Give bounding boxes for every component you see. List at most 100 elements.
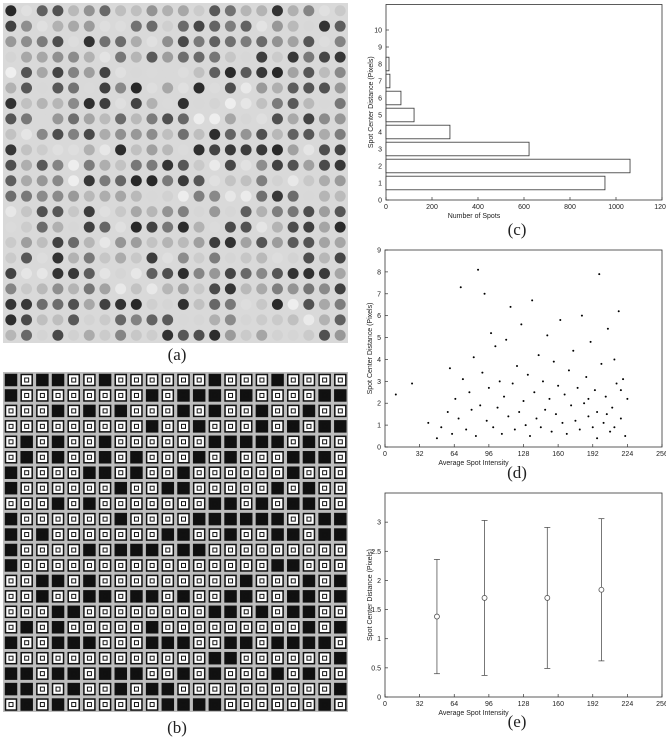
spot — [209, 253, 220, 264]
point — [572, 350, 574, 352]
y-tick-label: 0 — [378, 198, 382, 205]
point — [590, 341, 592, 343]
spot — [68, 98, 79, 109]
spot-box — [319, 545, 330, 556]
point — [585, 376, 587, 378]
point — [411, 383, 413, 385]
spot-box — [147, 575, 158, 586]
spot — [225, 330, 236, 341]
spot — [209, 314, 220, 325]
spot — [68, 160, 79, 171]
spot-box — [100, 637, 111, 648]
spot-box — [335, 668, 346, 679]
spot — [241, 268, 252, 279]
spot — [225, 175, 236, 186]
spot — [319, 299, 330, 310]
spot-box — [100, 575, 111, 586]
spot-box — [162, 699, 173, 710]
spot-box — [272, 467, 283, 478]
spot-box — [162, 545, 173, 556]
spot — [84, 67, 95, 78]
spot — [335, 283, 346, 294]
spot — [99, 206, 110, 217]
spot — [162, 222, 173, 233]
spot — [288, 129, 299, 140]
spot-box — [84, 514, 95, 525]
point — [564, 393, 566, 395]
spot-box — [256, 436, 267, 447]
spot — [68, 52, 79, 63]
spot — [209, 5, 220, 16]
spot — [99, 21, 110, 32]
spot — [115, 283, 126, 294]
spot-box — [241, 622, 252, 633]
spot — [162, 5, 173, 16]
spot — [99, 237, 110, 248]
spot — [335, 237, 346, 248]
y-tick-label: 8 — [377, 269, 381, 276]
spot — [319, 144, 330, 155]
spot — [162, 52, 173, 63]
spot-box — [6, 637, 17, 648]
spot — [319, 160, 330, 171]
spot-box — [115, 514, 126, 525]
x-tick-label: 96 — [485, 701, 493, 708]
spot-box — [6, 545, 17, 556]
spot — [21, 237, 32, 248]
spot — [256, 36, 267, 47]
spot-box — [256, 684, 267, 695]
spot — [162, 330, 173, 341]
spot-box — [37, 452, 48, 463]
spot-box — [100, 668, 111, 679]
spot — [178, 83, 189, 94]
spot — [178, 237, 189, 248]
spot-box — [272, 375, 283, 386]
spot-box — [209, 653, 220, 664]
spot — [209, 222, 220, 233]
spot-box — [53, 390, 64, 401]
spot-box — [209, 529, 220, 540]
spot-box — [147, 560, 158, 571]
spot — [68, 36, 79, 47]
spot-box — [131, 436, 142, 447]
spot-box — [256, 699, 267, 710]
spot-box — [131, 483, 142, 494]
spot — [225, 67, 236, 78]
spot — [131, 129, 142, 140]
spot-box — [225, 560, 236, 571]
x-tick-label: 600 — [518, 204, 530, 211]
spot-box — [53, 637, 64, 648]
y-tick-label: 10 — [374, 28, 382, 35]
spot-box — [37, 591, 48, 602]
spot — [209, 36, 220, 47]
spot — [162, 67, 173, 78]
spot-box — [256, 390, 267, 401]
spot — [21, 330, 32, 341]
spot-box — [288, 467, 299, 478]
spot — [5, 268, 16, 279]
y-tick-label: 9 — [377, 248, 381, 255]
spot — [21, 52, 32, 63]
spot — [21, 67, 32, 78]
spot-box — [131, 684, 142, 695]
spot-box — [209, 637, 220, 648]
spot-box — [288, 483, 299, 494]
spot — [225, 283, 236, 294]
spot — [335, 5, 346, 16]
point — [514, 428, 516, 430]
spot — [288, 253, 299, 264]
spot — [209, 52, 220, 63]
spot — [37, 237, 48, 248]
point — [475, 435, 477, 437]
spot-box — [84, 653, 95, 664]
spot — [37, 98, 48, 109]
spot — [68, 129, 79, 140]
spot-box — [256, 606, 267, 617]
spot — [335, 299, 346, 310]
spot — [146, 113, 157, 124]
spot — [209, 113, 220, 124]
spot-box — [194, 668, 205, 679]
spot — [303, 21, 314, 32]
point — [540, 426, 542, 428]
spot — [52, 21, 63, 32]
